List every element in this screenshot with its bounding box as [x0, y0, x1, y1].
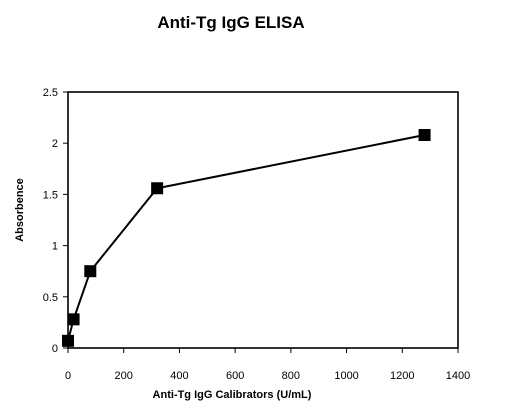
data-point — [84, 265, 97, 278]
x-axis-label: Anti-Tg IgG Calibrators (U/mL) — [153, 389, 312, 401]
data-point — [418, 129, 431, 142]
series-layer — [62, 129, 431, 347]
y-axis-label: Absorbence — [14, 178, 26, 242]
series-line — [67, 134, 425, 342]
y-tick-label: 2.5 — [43, 87, 58, 99]
x-tick-label: 600 — [226, 370, 244, 382]
y-axis-ticks: 0 0.5 1 1.5 2 2.5 — [43, 87, 68, 355]
data-point — [67, 313, 80, 326]
y-tick-label: 2 — [52, 138, 58, 150]
plot-area — [67, 91, 459, 349]
x-tick-label: 0 — [65, 370, 71, 382]
x-tick-label: 800 — [282, 370, 300, 382]
x-tick-label: 1400 — [446, 370, 470, 382]
data-point — [62, 334, 74, 347]
x-tick-label: 1000 — [334, 370, 358, 382]
y-tick-label: 1.5 — [43, 189, 58, 201]
y-tick-label: 0.5 — [43, 292, 58, 304]
data-point — [151, 182, 164, 195]
x-tick-label: 400 — [170, 370, 188, 382]
y-tick-label: 0 — [52, 343, 58, 355]
x-tick-label: 200 — [115, 370, 133, 382]
chart-title: Anti-Tg IgG ELISA — [157, 13, 304, 32]
x-axis-ticks: 0 200 400 600 800 1000 1200 1400 — [65, 348, 470, 382]
y-tick-label: 1 — [52, 241, 58, 253]
x-tick-label: 1200 — [390, 370, 414, 382]
